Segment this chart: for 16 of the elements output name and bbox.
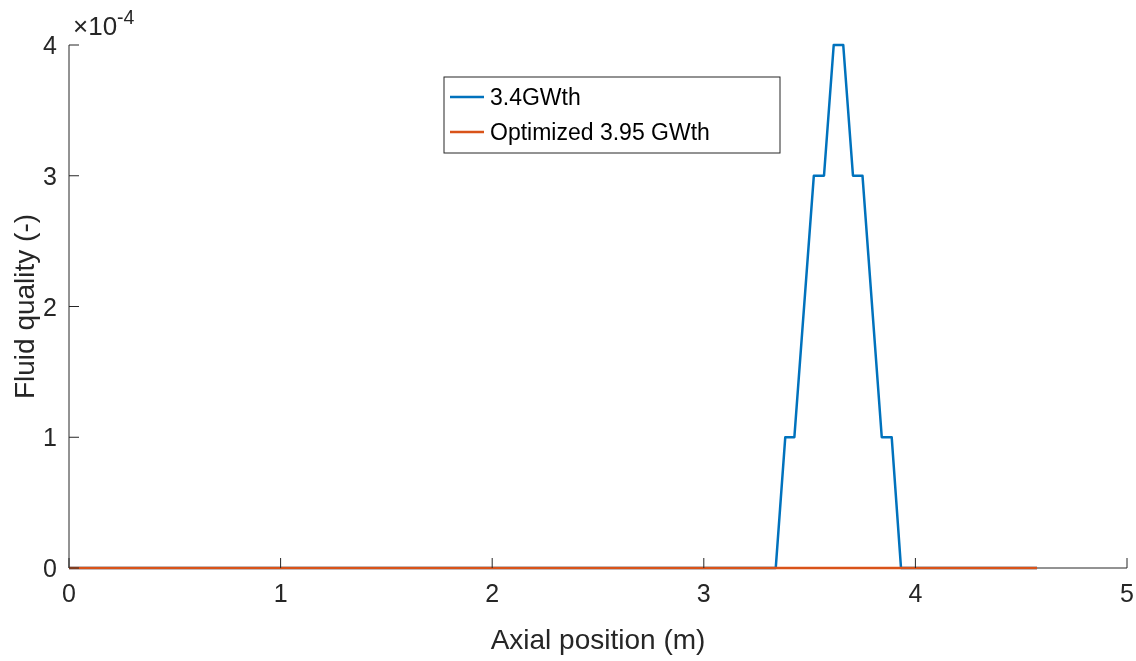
legend-label: Optimized 3.95 GWth	[490, 119, 710, 145]
y-axis-title: Fluid quality (-)	[9, 213, 40, 400]
x-tick-label: 0	[62, 579, 76, 607]
y-tick-label: 0	[43, 554, 57, 582]
x-axis-title: Axial position (m)	[490, 624, 706, 655]
y-tick-label: 3	[43, 161, 57, 190]
x-tick-label: 1	[273, 579, 288, 607]
x-tick-label: 4	[908, 579, 923, 607]
text: ×10$^{-4}$	[73, 6, 135, 41]
legend-label: 3.4GWth	[490, 84, 581, 110]
y-tick-label: 4	[43, 31, 58, 59]
x-tick-label: 3	[696, 579, 711, 607]
y-tick-label: 2	[43, 292, 57, 321]
x-tick-label: 5	[1120, 579, 1134, 607]
y-tick-label: 1	[43, 423, 57, 452]
x-tick-label: 2	[485, 579, 500, 607]
